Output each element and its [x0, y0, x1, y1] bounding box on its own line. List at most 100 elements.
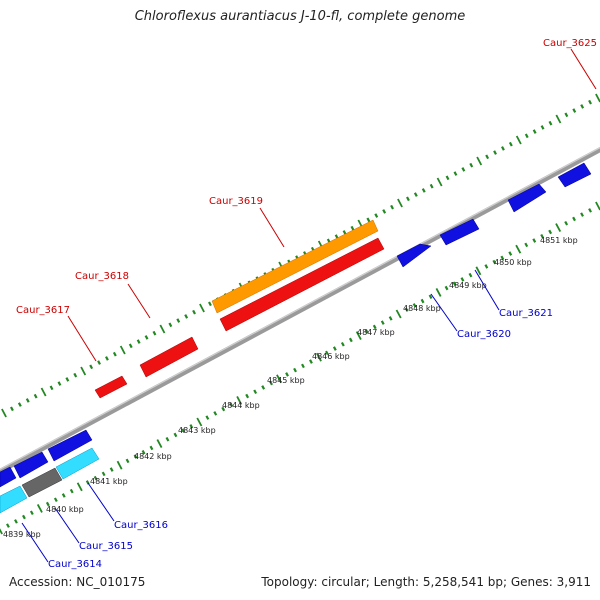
lower-tick [475, 266, 482, 276]
upper-tick [350, 225, 355, 231]
gene-caur-3615[interactable] [21, 467, 63, 498]
upper-tick [548, 120, 553, 126]
lower-tick [156, 439, 163, 449]
gene-left-2[interactable] [13, 451, 49, 479]
label-caur-3617: Caur_3617 [16, 305, 70, 316]
upper-tick [112, 351, 117, 357]
leader-caur-3625 [570, 48, 597, 90]
lower-tick [45, 501, 50, 507]
backbone-highlight [0, 146, 600, 471]
tick-label-4843: 4843 kbp [178, 426, 216, 435]
upper-tick [128, 343, 133, 349]
lower-tick [332, 346, 337, 351]
lower-tick [444, 285, 449, 291]
upper-tick [184, 314, 189, 319]
lower-tick [36, 503, 43, 513]
lower-tick [245, 393, 250, 399]
upper-tick [33, 393, 38, 399]
lower-tick [355, 331, 362, 341]
tick-label-4849: 4849 kbp [449, 281, 487, 290]
upper-tick [524, 133, 529, 139]
gene-caur-3614[interactable] [0, 485, 28, 514]
lower-tick [14, 519, 18, 524]
upper-tick [595, 93, 600, 103]
upper-tick [374, 213, 379, 218]
lower-tick [564, 220, 569, 226]
lower-tick [125, 458, 130, 464]
lower-tick [524, 242, 529, 248]
upper-tick [429, 183, 434, 189]
upper-tick [49, 385, 54, 391]
lower-tick [181, 428, 186, 433]
leader-caur-3618 [127, 283, 151, 319]
upper-tick [105, 356, 109, 361]
upper-tick [397, 198, 403, 208]
lower-tick [261, 385, 266, 390]
label-caur-3619: Caur_3619 [209, 196, 263, 207]
gene-caur-3619[interactable] [211, 219, 379, 314]
lower-tick [484, 264, 489, 269]
lower-tick [109, 467, 114, 472]
gene-caur-3616[interactable] [55, 447, 100, 480]
upper-tick [445, 175, 450, 181]
upper-tick [73, 372, 78, 378]
upper-tick [382, 209, 387, 214]
upper-tick [366, 217, 371, 223]
upper-tick [25, 398, 30, 403]
tick-label-4839: 4839 kbp [3, 530, 41, 539]
upper-tick [152, 330, 157, 336]
upper-tick [199, 303, 205, 313]
leader-caur-3615 [54, 507, 80, 544]
lower-tick [196, 417, 203, 427]
lower-tick [309, 359, 313, 364]
lower-tick [340, 341, 345, 347]
lower-tick [364, 328, 369, 334]
upper-tick [508, 141, 513, 147]
upper-tick [144, 335, 149, 340]
tick-label-4841: 4841 kbp [90, 477, 128, 486]
gene-caur-3617[interactable] [94, 375, 128, 399]
upper-tick [540, 125, 545, 130]
upper-tick [564, 112, 569, 118]
label-caur-3616: Caur_3616 [114, 520, 168, 531]
lower-tick-track [0, 201, 600, 535]
scale-labels: 4839 kbp 4840 kbp 4841 kbp 4842 kbp 4843… [3, 236, 578, 539]
gene-caur-3620[interactable] [396, 243, 432, 268]
lower-tick [588, 208, 592, 213]
upper-tick [390, 204, 394, 210]
leader-caur-3614 [21, 522, 49, 563]
lower-tick [205, 415, 210, 420]
lower-tick [460, 277, 465, 282]
upper-tick [65, 377, 70, 382]
gene-caur-3618[interactable] [139, 336, 199, 378]
lower-tick [165, 436, 170, 442]
lower-tick [395, 309, 402, 319]
label-caur-3621: Caur_3621 [499, 308, 553, 319]
lower-tick [301, 363, 305, 369]
upper-tick [580, 104, 585, 109]
gene-caur-3619b[interactable] [219, 237, 385, 332]
gene-caur-3623[interactable] [557, 162, 592, 188]
lower-tick [500, 255, 505, 261]
lower-tick [316, 352, 322, 362]
tick-label-4850: 4850 kbp [494, 258, 532, 267]
upper-tick [40, 387, 47, 397]
gene-caur-3622[interactable] [507, 183, 547, 213]
upper-tick [192, 309, 196, 315]
label-caur-3618: Caur_3618 [75, 271, 129, 282]
lower-tick [555, 223, 562, 233]
gene-caur-3621[interactable] [439, 218, 480, 246]
lower-tick [508, 251, 513, 256]
gene-left-3[interactable] [47, 429, 93, 462]
upper-tick [436, 177, 443, 187]
leader-caur-3619 [259, 207, 285, 248]
upper-tick [485, 154, 490, 160]
upper-tick [453, 171, 458, 176]
lower-tick [380, 320, 385, 325]
upper-tick [342, 230, 347, 235]
lower-tick [29, 510, 34, 516]
label-caur-3614: Caur_3614 [48, 559, 102, 570]
upper-tick [493, 150, 497, 155]
tick-label-4842: 4842 kbp [134, 452, 172, 461]
gene-left-1[interactable] [0, 466, 17, 488]
